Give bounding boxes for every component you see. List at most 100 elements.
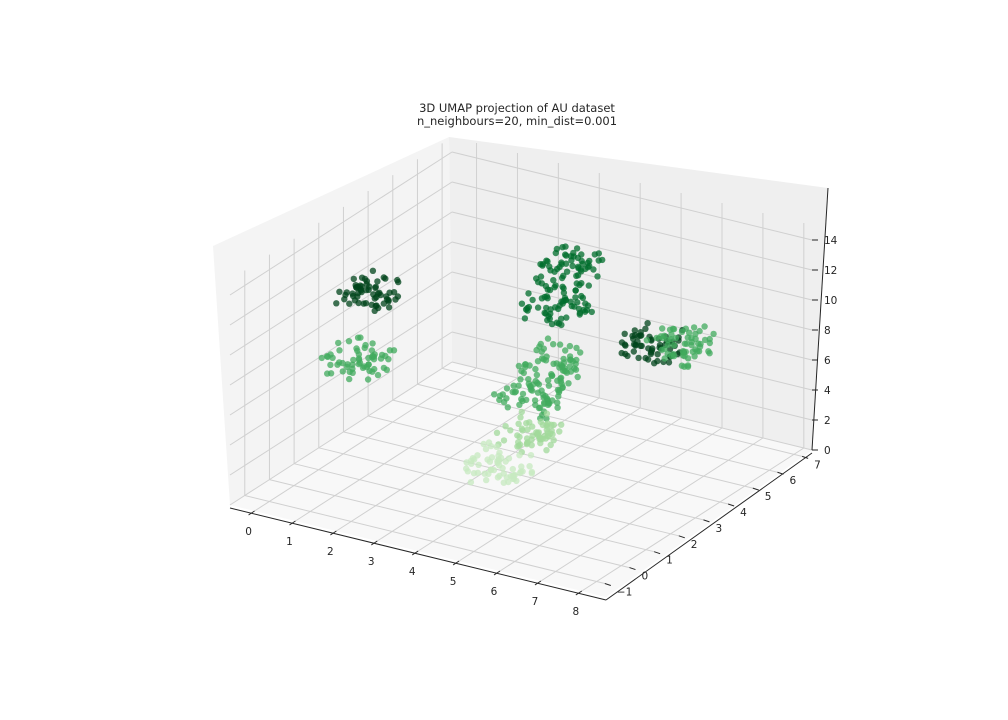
x-tick-label: 3 <box>368 556 375 568</box>
x-tick-label: 2 <box>327 546 334 558</box>
scatter-point <box>336 288 343 295</box>
scatter-point <box>516 452 523 459</box>
x-tick-label: 4 <box>409 566 416 578</box>
scatter-point <box>524 426 531 433</box>
scatter-point <box>684 355 692 362</box>
y-tick-mark <box>727 503 735 507</box>
scatter-point <box>648 337 655 344</box>
scatter-point <box>542 310 549 317</box>
scatter-point <box>574 299 581 306</box>
scatter-point <box>500 437 508 444</box>
scatter-point <box>565 380 572 387</box>
scatter-point <box>349 361 356 368</box>
grid-back-z <box>451 331 813 421</box>
y-tick-mark <box>801 455 809 459</box>
scatter-point <box>576 311 583 318</box>
grid-back-z <box>451 211 813 301</box>
scatter-point <box>658 346 665 353</box>
scatter-point <box>536 436 543 443</box>
scatter-point <box>518 367 525 375</box>
scatter-point <box>509 475 516 482</box>
scatter-point <box>546 286 554 294</box>
scatter-point <box>638 342 645 350</box>
grid-floor-x <box>417 407 641 552</box>
scatter-point <box>518 408 525 416</box>
scatter-point <box>684 362 692 369</box>
y-tick-label: 7 <box>814 459 821 471</box>
scatter-point <box>670 351 677 358</box>
scatter-point <box>562 260 570 267</box>
scatter-point <box>657 333 665 340</box>
back-pane <box>449 137 828 450</box>
grid-floor-y <box>294 463 655 553</box>
scatter-point <box>486 458 494 465</box>
scatter-point <box>644 356 652 363</box>
scatter-point <box>385 298 392 305</box>
scatter-point <box>514 443 521 450</box>
scatter-point <box>571 365 578 372</box>
scatter-point <box>534 358 542 365</box>
scatter-point <box>548 427 555 434</box>
y-tick-mark <box>703 519 710 523</box>
scatter-point <box>573 272 580 280</box>
scatter-point <box>525 376 532 383</box>
grid-left-z <box>229 241 453 386</box>
x-tick-label: 7 <box>532 596 539 608</box>
scatter-point <box>574 373 581 381</box>
scatter-point <box>480 440 487 448</box>
scatter-point <box>556 428 563 435</box>
y-tick-label: 3 <box>715 523 722 535</box>
scatter-point <box>474 469 481 476</box>
scatter-point <box>355 355 363 362</box>
scatter-point <box>378 351 386 359</box>
scatter-point <box>346 375 353 383</box>
y-tick-mark <box>653 551 661 555</box>
grid-floor-x <box>499 427 723 572</box>
scatter-point <box>637 332 644 339</box>
scatter-point <box>566 342 574 350</box>
scatter-point <box>369 340 376 347</box>
scatter-point <box>554 404 561 411</box>
scatter-point <box>701 323 708 330</box>
y-tick-label: 6 <box>789 475 796 487</box>
scatter-point <box>503 385 511 392</box>
y-tick-label: 4 <box>740 507 747 519</box>
scatter-point <box>536 404 544 411</box>
x-tick-mark <box>534 580 542 586</box>
y-tick-label: 2 <box>691 539 698 551</box>
scatter-point <box>372 283 379 291</box>
scatter-point <box>538 387 545 394</box>
scatter-point <box>365 354 372 362</box>
scatter-point <box>585 282 592 289</box>
scatter-point <box>529 296 536 304</box>
scatter-point <box>517 414 524 421</box>
scatter-point <box>345 338 353 345</box>
scatter-point <box>538 280 545 287</box>
scatter-points <box>318 243 717 486</box>
floor-pane <box>230 362 812 597</box>
scatter-point <box>525 303 533 311</box>
scatter-point <box>555 320 563 327</box>
scatter-point <box>618 339 626 346</box>
scatter-point <box>688 335 695 342</box>
scatter-point <box>556 341 564 348</box>
y-tick-label: 0 <box>641 571 648 583</box>
scatter-point <box>510 382 517 389</box>
scatter-point <box>342 291 349 299</box>
grid-left-z <box>229 151 453 296</box>
scatter-point <box>694 348 701 355</box>
scatter-point <box>538 348 545 355</box>
scatter-point <box>339 359 346 367</box>
scatter-point <box>516 469 524 477</box>
y-tick-mark <box>604 582 611 586</box>
scatter-point <box>548 421 555 428</box>
scatter-point <box>572 294 579 301</box>
scatter-point <box>353 284 360 291</box>
grid-left-z <box>229 211 453 356</box>
scatter-point <box>374 278 381 285</box>
scatter-point <box>548 372 556 379</box>
scatter-point <box>543 353 550 360</box>
scatter-point <box>557 378 565 385</box>
scatter-point <box>503 395 510 402</box>
scatter-point <box>537 340 544 348</box>
